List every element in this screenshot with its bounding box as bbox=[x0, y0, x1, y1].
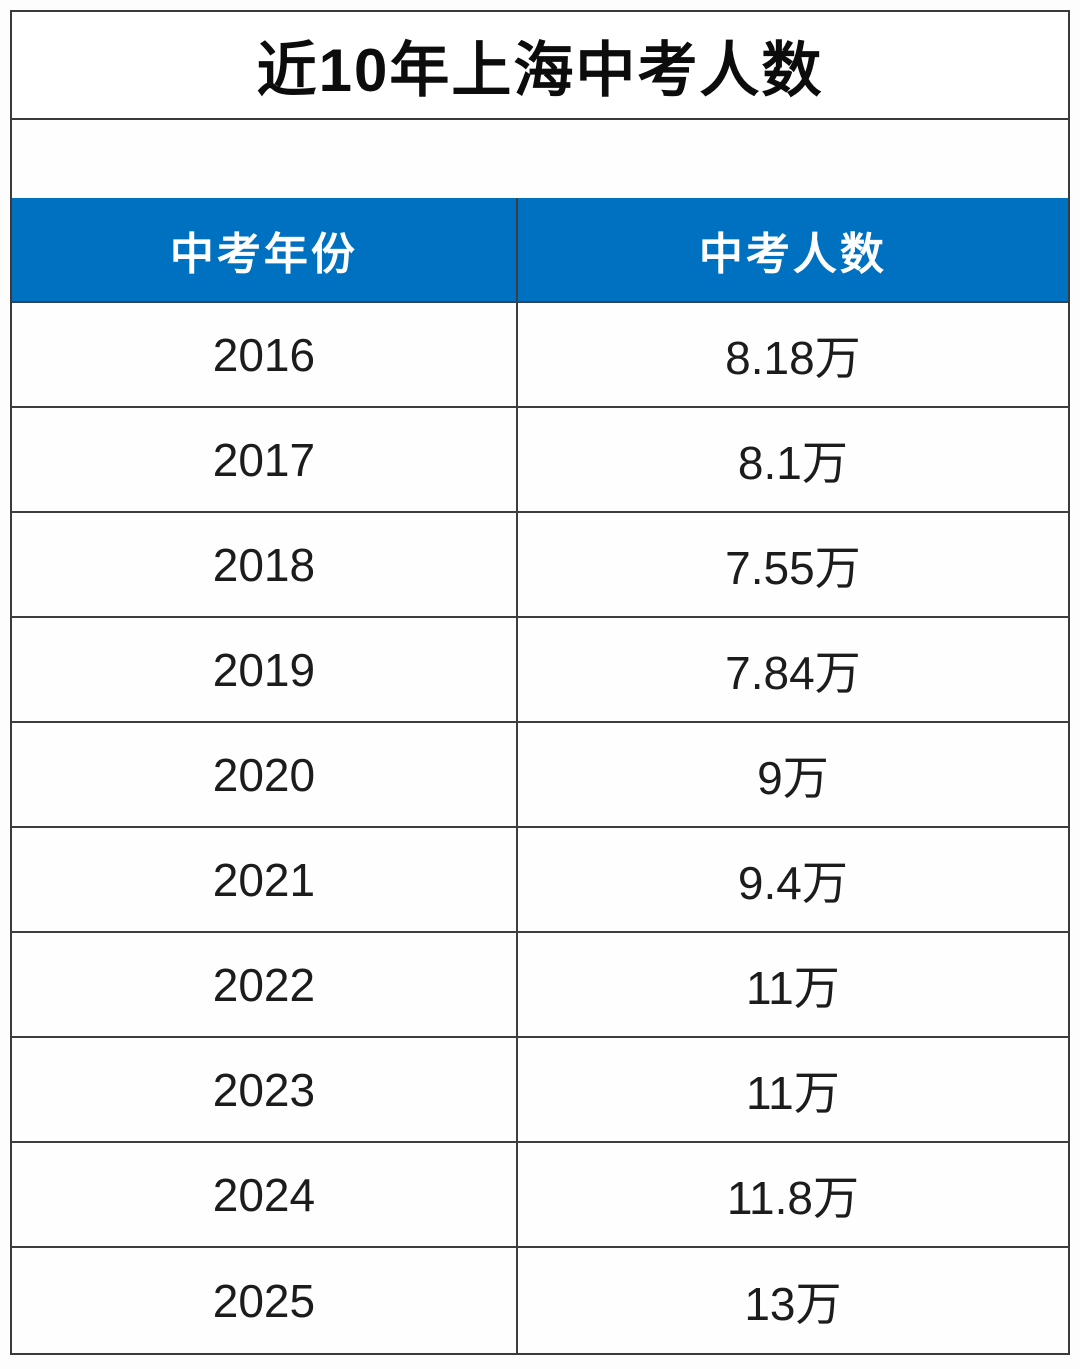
year-cell: 2017 bbox=[12, 408, 518, 511]
table-row: 2020 9万 bbox=[12, 723, 1068, 828]
year-cell: 2024 bbox=[12, 1143, 518, 1246]
year-cell: 2018 bbox=[12, 513, 518, 616]
column-header-year: 中考年份 bbox=[12, 198, 518, 301]
blank-spacer-row bbox=[12, 120, 1068, 198]
count-cell: 7.55万 bbox=[725, 541, 861, 594]
count-cell: 13万 bbox=[744, 1277, 842, 1330]
page-title: 近10年上海中考人数 bbox=[256, 36, 824, 104]
count-cell: 7.84万 bbox=[725, 646, 861, 699]
table-row: 2022 11万 bbox=[12, 933, 1068, 1038]
count-cell: 11.8万 bbox=[726, 1171, 859, 1224]
table-row: 2019 7.84万 bbox=[12, 618, 1068, 723]
year-cell: 2016 bbox=[12, 303, 518, 406]
table-row: 2021 9.4万 bbox=[12, 828, 1068, 933]
exam-numbers-table: 近10年上海中考人数 中考年份 中考人数 2016 8.18万 2017 8.1… bbox=[10, 10, 1070, 1355]
count-cell: 8.1万 bbox=[737, 436, 848, 489]
count-cell: 11万 bbox=[746, 1066, 840, 1119]
year-cell: 2023 bbox=[12, 1038, 518, 1141]
year-cell: 2025 bbox=[12, 1248, 518, 1353]
count-cell: 8.18万 bbox=[725, 331, 861, 384]
year-cell: 2021 bbox=[12, 828, 518, 931]
year-cell: 2019 bbox=[12, 618, 518, 721]
table-row: 2016 8.18万 bbox=[12, 303, 1068, 408]
year-cell: 2020 bbox=[12, 723, 518, 826]
count-cell: 9.4万 bbox=[737, 856, 848, 909]
table-row: 2017 8.1万 bbox=[12, 408, 1068, 513]
count-cell: 11万 bbox=[746, 961, 840, 1014]
table-row: 2024 11.8万 bbox=[12, 1143, 1068, 1248]
count-cell: 9万 bbox=[757, 751, 829, 804]
table-row: 2018 7.55万 bbox=[12, 513, 1068, 618]
column-header-count: 中考人数 bbox=[698, 229, 887, 279]
year-cell: 2022 bbox=[12, 933, 518, 1036]
table-header-row: 中考年份 中考人数 bbox=[12, 198, 1068, 303]
table-row: 2023 11万 bbox=[12, 1038, 1068, 1143]
table-title-section: 近10年上海中考人数 bbox=[12, 12, 1068, 120]
table-row: 2025 13万 bbox=[12, 1248, 1068, 1353]
